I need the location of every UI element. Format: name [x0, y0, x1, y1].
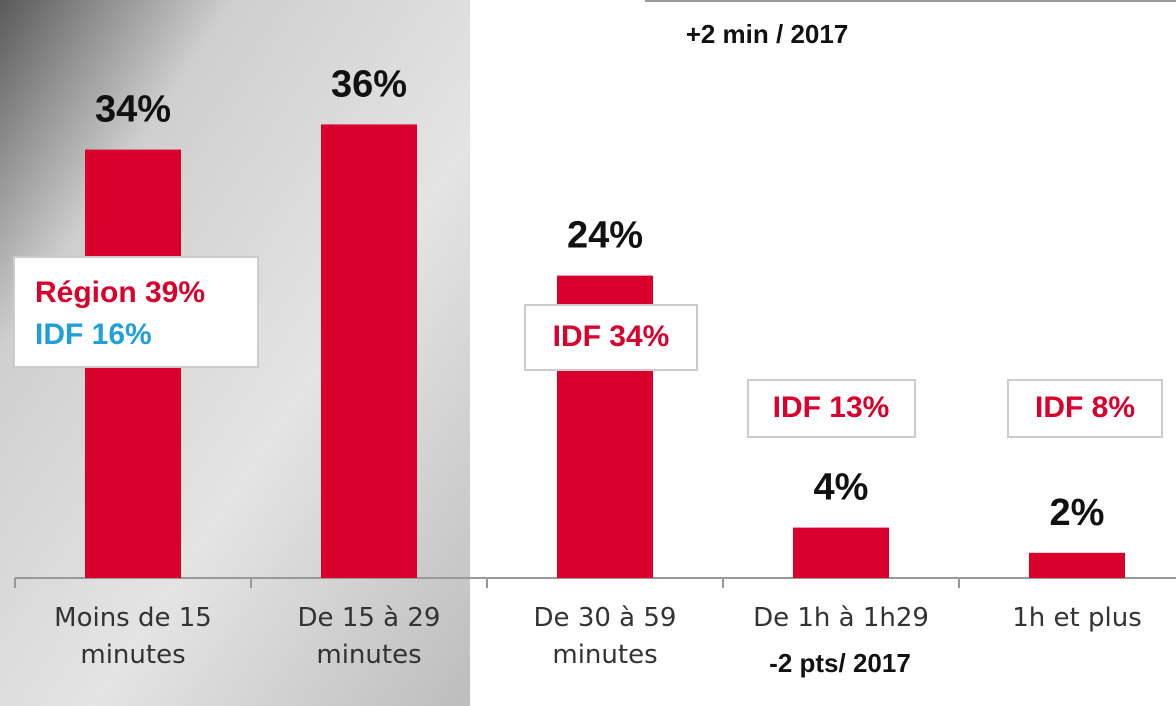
x-label-box: Moins de 15 minutes — [23, 600, 243, 680]
value-label: 4% — [814, 467, 869, 509]
value-label: 24% — [567, 215, 643, 257]
annotation: +2 min / 2017 — [686, 19, 849, 49]
value-label: 36% — [331, 63, 407, 105]
annotation: IDF 13% — [773, 391, 890, 424]
bar — [1029, 553, 1125, 578]
chart: 34% Moins de 15 minutes 36% De 15 à 29 minu… — [0, 0, 1176, 706]
annotation: IDF 16% — [35, 318, 152, 351]
value-label: 34% — [95, 89, 171, 131]
x-tick-label: De 30 à 59 minutes — [495, 600, 715, 674]
value-label: 2% — [1050, 492, 1105, 534]
x-label-box: De 30 à 59 minutes — [495, 600, 715, 680]
annotation: IDF 34% — [553, 320, 670, 353]
bar — [793, 528, 889, 578]
x-label-box: 1h et plus — [967, 600, 1176, 680]
annotation: IDF 8% — [1035, 391, 1135, 424]
x-label-box: De 15 à 29 minutes — [259, 600, 479, 680]
x-tick-label: De 1h à 1h29 — [731, 600, 951, 637]
annotation: Région 39% — [35, 276, 205, 309]
x-tick-label: De 15 à 29 minutes — [259, 600, 479, 674]
x-tick-label: Moins de 15 minutes — [23, 600, 243, 674]
annotation: -2 pts/ 2017 — [769, 648, 911, 678]
x-tick-label: 1h et plus — [967, 600, 1176, 637]
bar — [321, 124, 417, 578]
